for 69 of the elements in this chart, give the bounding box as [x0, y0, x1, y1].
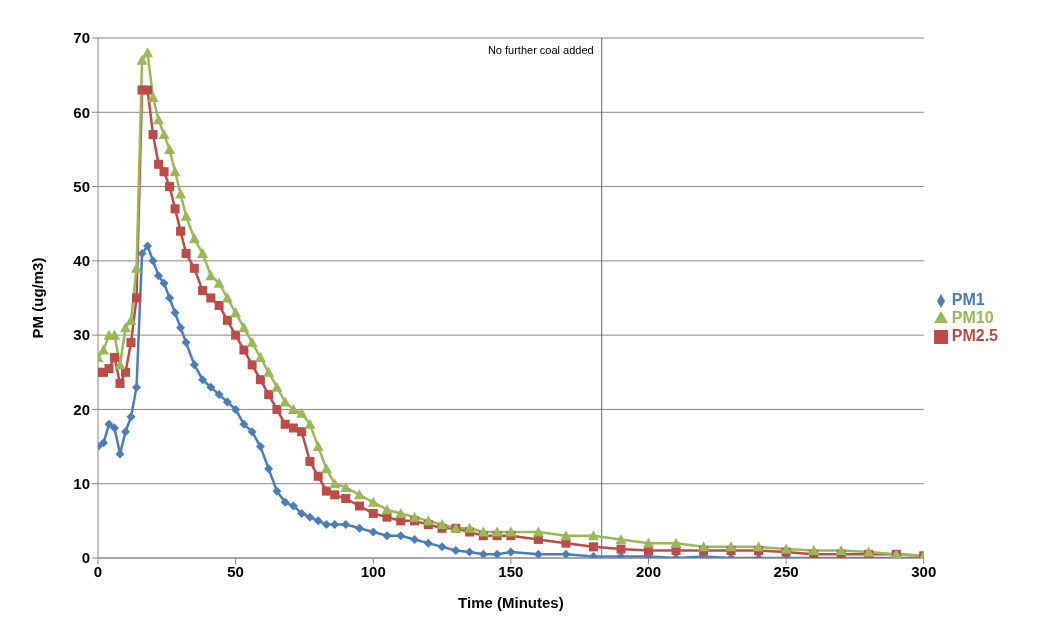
- point: [206, 382, 216, 392]
- point: [280, 497, 290, 507]
- point: [231, 404, 241, 414]
- point: [288, 501, 298, 511]
- point: [382, 531, 392, 541]
- point: [492, 549, 502, 558]
- point: [341, 520, 351, 530]
- x-axis-title: Time (Minutes): [458, 594, 564, 611]
- y-tick-label: 30: [73, 326, 90, 344]
- y-tick-label: 70: [73, 29, 90, 47]
- point: [104, 419, 114, 429]
- point: [410, 534, 420, 544]
- ref-line-label: No further coal added: [487, 43, 594, 56]
- legend-label: PM1: [951, 291, 985, 308]
- y-tick-label: 10: [73, 475, 90, 493]
- point: [176, 323, 186, 333]
- point: [272, 486, 282, 496]
- point: [239, 419, 249, 429]
- y-axis-title: PM (ug/m3): [29, 257, 47, 339]
- y-tick-label: 50: [73, 177, 90, 195]
- legend-label: PM2.5: [951, 327, 998, 344]
- x-tick-label: 100: [360, 562, 386, 580]
- point: [478, 549, 488, 558]
- point: [561, 549, 571, 558]
- legend-label: PM10: [951, 309, 994, 326]
- point: [465, 547, 475, 557]
- point: [330, 520, 340, 530]
- point: [247, 427, 257, 437]
- point: [181, 338, 191, 348]
- y-tick-label: 60: [73, 103, 90, 121]
- y-tick-label: 0: [81, 549, 90, 567]
- point: [214, 390, 224, 400]
- point: [354, 523, 364, 533]
- x-tick-label: 0: [93, 562, 103, 580]
- point: [264, 464, 274, 474]
- point: [189, 360, 199, 370]
- point: [137, 248, 147, 258]
- x-tick-label: 50: [227, 562, 244, 580]
- x-tick-label: 250: [773, 562, 799, 580]
- point: [154, 271, 164, 281]
- point: [255, 442, 265, 452]
- point: [148, 256, 158, 266]
- point: [126, 412, 136, 422]
- point: [198, 375, 208, 385]
- point: [506, 547, 516, 557]
- point: [305, 512, 315, 522]
- point: [121, 427, 131, 437]
- point: [222, 397, 232, 407]
- point: [165, 293, 175, 303]
- point: [451, 546, 461, 556]
- point: [321, 520, 331, 530]
- point: [159, 278, 169, 288]
- point: [170, 308, 180, 318]
- point: [533, 549, 543, 558]
- point: [132, 382, 142, 392]
- point: [297, 508, 307, 518]
- point: [437, 542, 447, 552]
- point: [143, 241, 153, 251]
- y-tick-label: 20: [73, 400, 90, 418]
- point: [313, 516, 323, 526]
- y-tick-label: 40: [73, 252, 90, 270]
- x-tick-label: 300: [911, 562, 937, 580]
- point: [368, 527, 378, 537]
- x-tick-label: 200: [635, 562, 662, 580]
- point: [99, 438, 109, 448]
- point: [110, 423, 120, 433]
- point: [423, 538, 433, 548]
- point: [396, 531, 406, 541]
- x-tick-label: 150: [498, 562, 524, 580]
